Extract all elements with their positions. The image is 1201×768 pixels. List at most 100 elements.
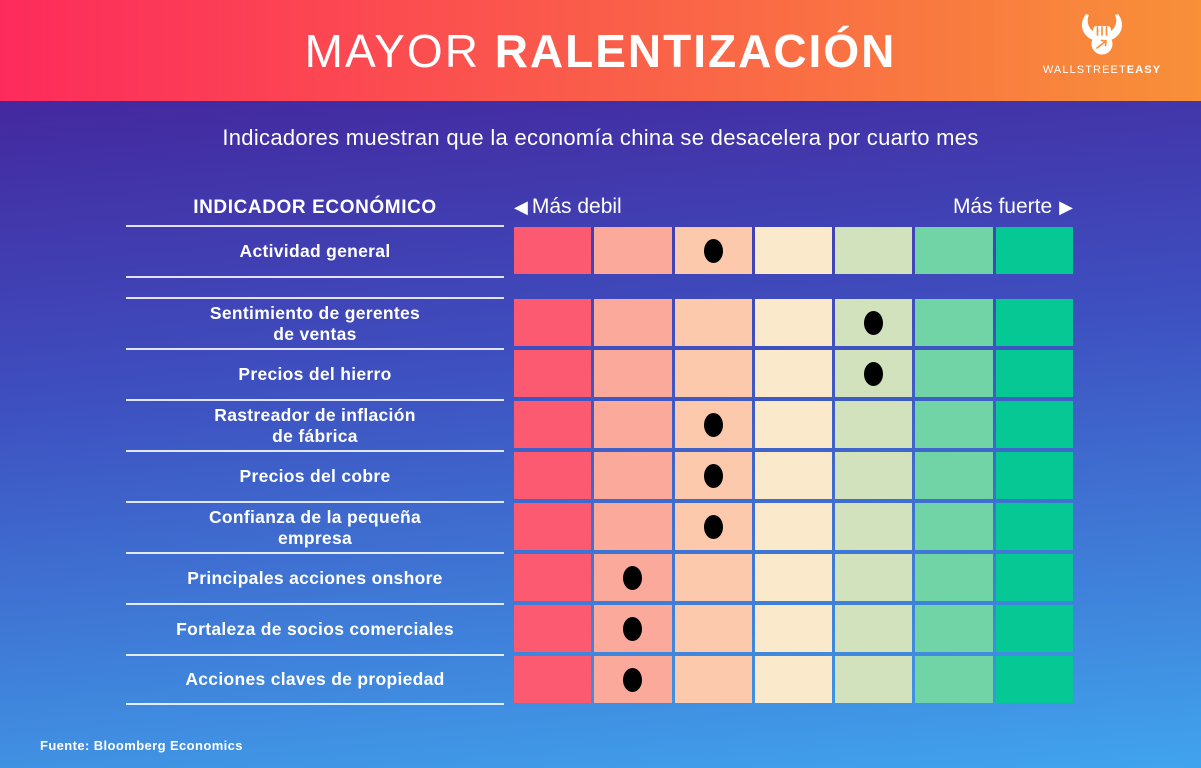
heat-cell: [915, 554, 993, 601]
heat-cell: [754, 503, 833, 550]
marker-dot: [703, 463, 723, 488]
table-row: Principales acciones onshore: [126, 552, 1073, 603]
spacer-row: [126, 276, 1073, 297]
heat-cell: [835, 227, 913, 274]
heat-cell: [514, 350, 592, 397]
table-row: Confianza de la pequeña empresa: [126, 501, 1073, 552]
scale-header: ◀ Más debil Más fuerte ▶: [514, 195, 1073, 219]
heat-cell: [674, 299, 752, 346]
heat-cell: [514, 452, 592, 499]
heat-cell: [915, 656, 993, 703]
indicator-column-header: INDICADOR ECONÓMICO: [193, 197, 437, 218]
table-row: Fortaleza de socios comerciales: [126, 603, 1073, 654]
right-triangle-icon: ▶: [1059, 197, 1073, 217]
heat-cell: [835, 401, 913, 448]
heat-cell: [674, 452, 752, 499]
heat-cell: [835, 605, 913, 652]
heat-cells: [514, 603, 1073, 654]
spacer-cells: [514, 276, 1073, 297]
heat-cell: [674, 350, 752, 397]
heat-cell: [754, 350, 833, 397]
table-row: Precios del hierro: [126, 348, 1073, 399]
heat-cell: [754, 656, 833, 703]
marker-dot: [864, 361, 884, 386]
heat-cell: [514, 227, 592, 274]
heat-cell: [754, 554, 833, 601]
row-label: Principales acciones onshore: [126, 552, 504, 603]
heat-cell: [674, 503, 752, 550]
heat-cell: [594, 350, 672, 397]
heat-cell: [594, 452, 672, 499]
heat-cell: [594, 554, 672, 601]
marker-dot: [623, 616, 643, 641]
heat-cell: [674, 605, 752, 652]
left-triangle-icon: ◀: [514, 197, 528, 217]
heat-cell: [514, 656, 592, 703]
heat-cell: [754, 227, 833, 274]
heat-cell: [594, 656, 672, 703]
heat-cell: [835, 554, 913, 601]
heat-cell: [995, 656, 1073, 703]
table-row: Rastreador de inflación de fábrica: [126, 399, 1073, 450]
row-label: Precios del hierro: [126, 348, 504, 399]
heat-cell: [835, 299, 913, 346]
page-title-bold: RALENTIZACIÓN: [494, 24, 897, 77]
header-banner: MAYOR RALENTIZACIÓN: [0, 0, 1201, 101]
heat-cells: [514, 399, 1073, 450]
heat-cell: [514, 554, 592, 601]
heat-cells: [514, 552, 1073, 603]
heat-cell: [995, 401, 1073, 448]
heat-cell: [915, 452, 993, 499]
heat-cell: [674, 656, 752, 703]
subtitle: Indicadores muestran que la economía chi…: [222, 125, 979, 150]
heat-cell: [754, 605, 833, 652]
heat-cell: [594, 227, 672, 274]
row-label: Acciones claves de propiedad: [126, 654, 504, 705]
marker-dot: [623, 565, 643, 590]
heat-cell: [995, 605, 1073, 652]
heat-cell: [995, 503, 1073, 550]
heat-cell: [514, 503, 592, 550]
marker-dot: [623, 667, 643, 692]
table-row: Actividad general: [126, 225, 1073, 276]
scale-weak-label: ◀ Más debil: [514, 195, 622, 219]
source-note: Fuente: Bloomberg Economics: [40, 738, 243, 753]
marker-dot: [864, 310, 884, 335]
row-label: Actividad general: [126, 225, 504, 276]
heat-cell: [915, 503, 993, 550]
heat-cells: [514, 501, 1073, 552]
heat-cell: [915, 350, 993, 397]
content-area: Indicadores muestran que la economía chi…: [0, 101, 1201, 768]
table-row: Sentimiento de gerentes de ventas: [126, 297, 1073, 348]
row-label: Precios del cobre: [126, 450, 504, 501]
row-label: Sentimiento de gerentes de ventas: [126, 297, 504, 348]
heat-cell: [514, 299, 592, 346]
heat-cell: [835, 503, 913, 550]
heat-cell: [674, 227, 752, 274]
heat-cells: [514, 654, 1073, 705]
heat-cell: [514, 401, 592, 448]
indicator-heatmap-table: INDICADOR ECONÓMICO ◀ Más debil Más fuert…: [126, 187, 1073, 705]
row-label: Confianza de la pequeña empresa: [126, 501, 504, 552]
page-title-light: MAYOR: [304, 24, 495, 77]
heat-cell: [995, 350, 1073, 397]
heat-cell: [995, 227, 1073, 274]
heat-cell: [915, 605, 993, 652]
brand-name-light: WALLSTREET: [1042, 64, 1127, 76]
heat-cell: [915, 299, 993, 346]
scale-strong-label: Más fuerte ▶: [953, 195, 1073, 219]
heat-cell: [674, 401, 752, 448]
heat-cell: [995, 299, 1073, 346]
marker-dot: [703, 238, 723, 263]
heat-cell: [995, 554, 1073, 601]
bull-fist-icon: [1081, 14, 1123, 55]
table-header-row: INDICADOR ECONÓMICO ◀ Más debil Más fuert…: [126, 187, 1073, 219]
marker-dot: [703, 412, 723, 437]
weak-label-text: Más debil: [531, 195, 622, 218]
heat-cells: [514, 450, 1073, 501]
heat-cell: [995, 452, 1073, 499]
page-title: MAYOR RALENTIZACIÓN: [305, 28, 897, 74]
table-row: Acciones claves de propiedad: [126, 654, 1073, 705]
heat-cells: [514, 297, 1073, 348]
